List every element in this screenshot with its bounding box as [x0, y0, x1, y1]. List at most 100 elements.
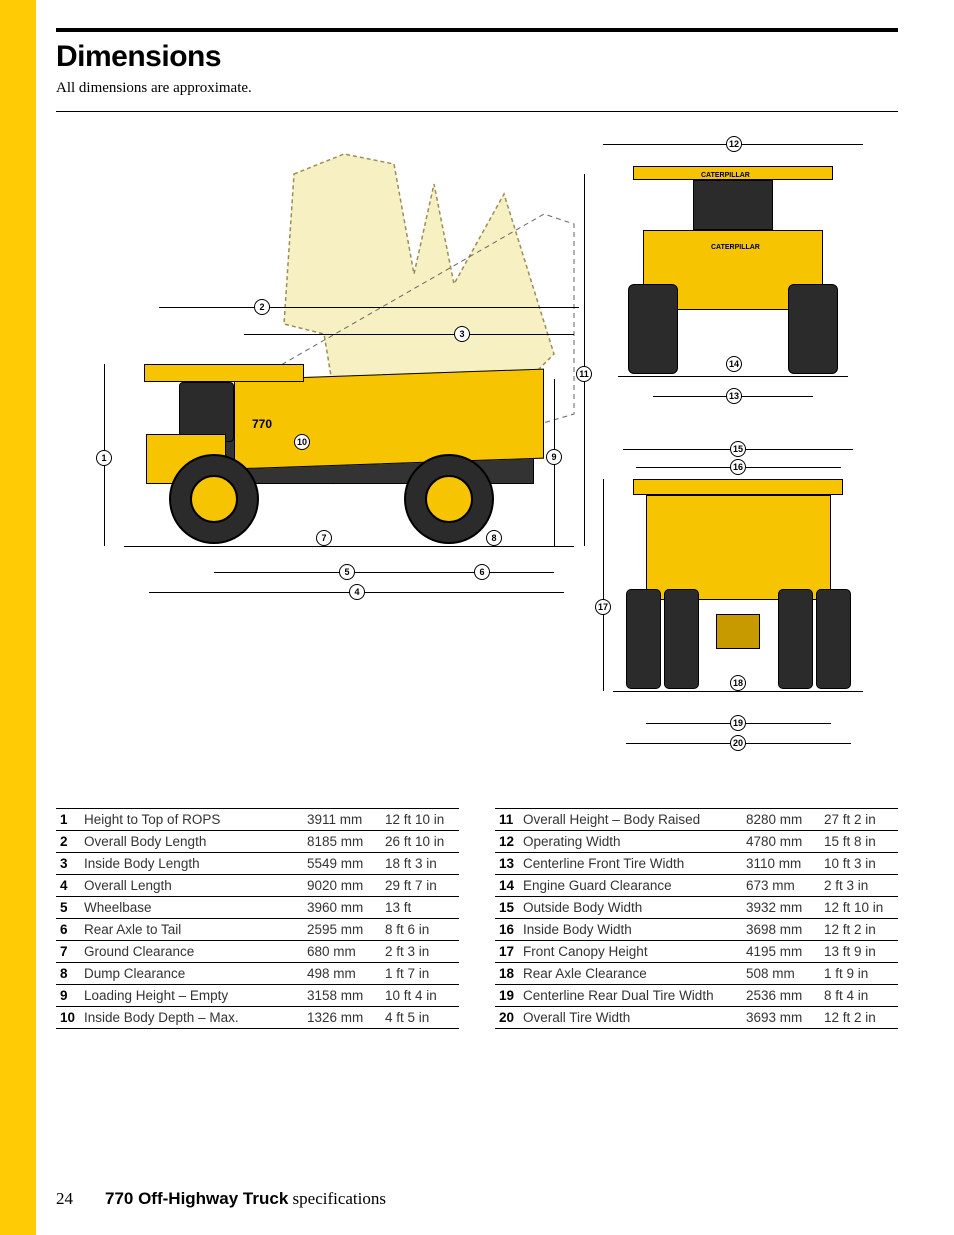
table-row: 13Centerline Front Tire Width3110 mm10 f…: [495, 853, 898, 875]
footer-bold: 770 Off-Highway Truck: [105, 1189, 288, 1208]
row-mm: 3911 mm: [303, 809, 381, 831]
callout-9: 9: [546, 449, 562, 465]
brand-label-2: CATERPILLAR: [711, 244, 760, 251]
table-row: 17Front Canopy Height4195 mm13 ft 9 in: [495, 941, 898, 963]
callout-6: 6: [474, 564, 490, 580]
row-mm: 4780 mm: [742, 831, 820, 853]
callout-5: 5: [339, 564, 355, 580]
row-mm: 9020 mm: [303, 875, 381, 897]
row-mm: 680 mm: [303, 941, 381, 963]
diagram-rear-view: 15 16 17 18 19 20: [598, 439, 878, 774]
row-label: Centerline Rear Dual Tire Width: [519, 985, 742, 1007]
table-row: 6Rear Axle to Tail2595 mm8 ft 6 in: [56, 919, 459, 941]
row-mm: 8185 mm: [303, 831, 381, 853]
row-label: Overall Length: [80, 875, 303, 897]
brand-label-1: CATERPILLAR: [701, 172, 750, 179]
row-num: 9: [56, 985, 80, 1007]
callout-4: 4: [349, 584, 365, 600]
page-content: Dimensions All dimensions are approximat…: [56, 28, 898, 1029]
row-num: 17: [495, 941, 519, 963]
row-num: 10: [56, 1007, 80, 1029]
row-mm: 3110 mm: [742, 853, 820, 875]
row-num: 15: [495, 897, 519, 919]
table-row: 7Ground Clearance680 mm2 ft 3 in: [56, 941, 459, 963]
table-row: 3Inside Body Length5549 mm18 ft 3 in: [56, 853, 459, 875]
table-row: 19Centerline Rear Dual Tire Width2536 mm…: [495, 985, 898, 1007]
row-mm: 3158 mm: [303, 985, 381, 1007]
row-num: 1: [56, 809, 80, 831]
row-ft: 18 ft 3 in: [381, 853, 459, 875]
row-label: Rear Axle to Tail: [80, 919, 303, 941]
row-label: Overall Height – Body Raised: [519, 809, 742, 831]
row-num: 14: [495, 875, 519, 897]
row-mm: 3698 mm: [742, 919, 820, 941]
sidebar-stripe: [0, 0, 36, 1235]
row-num: 6: [56, 919, 80, 941]
row-ft: 10 ft 3 in: [820, 853, 898, 875]
table-row: 5Wheelbase3960 mm13 ft: [56, 897, 459, 919]
top-rule: [56, 28, 898, 32]
row-num: 5: [56, 897, 80, 919]
table-row: 4Overall Length9020 mm29 ft 7 in: [56, 875, 459, 897]
diagram-front-view: 12 CATERPILLAR CATERPILLAR 13 14: [598, 134, 878, 424]
diagram-side-view: 770 2 3 1 11 9 4 5 6 7 8 10: [84, 134, 604, 594]
callout-15: 15: [730, 441, 746, 457]
row-ft: 8 ft 6 in: [381, 919, 459, 941]
row-label: Overall Body Length: [80, 831, 303, 853]
row-label: Inside Body Length: [80, 853, 303, 875]
row-ft: 10 ft 4 in: [381, 985, 459, 1007]
callout-3: 3: [454, 326, 470, 342]
row-label: Dump Clearance: [80, 963, 303, 985]
table-row: 11Overall Height – Body Raised8280 mm27 …: [495, 809, 898, 831]
row-label: Outside Body Width: [519, 897, 742, 919]
row-ft: 15 ft 8 in: [820, 831, 898, 853]
table-left: 1Height to Top of ROPS3911 mm12 ft 10 in…: [56, 808, 459, 1029]
page-number: 24: [56, 1189, 73, 1209]
callout-14: 14: [726, 356, 742, 372]
row-mm: 2595 mm: [303, 919, 381, 941]
row-label: Overall Tire Width: [519, 1007, 742, 1029]
row-mm: 673 mm: [742, 875, 820, 897]
row-label: Ground Clearance: [80, 941, 303, 963]
page-footer: 24 770 Off-Highway Truck specifications: [56, 1189, 386, 1209]
table-right: 11Overall Height – Body Raised8280 mm27 …: [495, 808, 898, 1029]
callout-10: 10: [294, 434, 310, 450]
row-ft: 13 ft: [381, 897, 459, 919]
row-label: Rear Axle Clearance: [519, 963, 742, 985]
callout-19: 19: [730, 715, 746, 731]
row-label: Front Canopy Height: [519, 941, 742, 963]
row-mm: 2536 mm: [742, 985, 820, 1007]
row-label: Centerline Front Tire Width: [519, 853, 742, 875]
page-subtitle: All dimensions are approximate.: [56, 80, 898, 97]
row-num: 16: [495, 919, 519, 941]
callout-17: 17: [595, 599, 611, 615]
callout-12: 12: [726, 136, 742, 152]
row-mm: 3693 mm: [742, 1007, 820, 1029]
row-ft: 29 ft 7 in: [381, 875, 459, 897]
row-ft: 8 ft 4 in: [820, 985, 898, 1007]
table-row: 2Overall Body Length8185 mm26 ft 10 in: [56, 831, 459, 853]
row-label: Engine Guard Clearance: [519, 875, 742, 897]
table-row: 20Overall Tire Width3693 mm12 ft 2 in: [495, 1007, 898, 1029]
row-ft: 13 ft 9 in: [820, 941, 898, 963]
row-num: 8: [56, 963, 80, 985]
row-label: Height to Top of ROPS: [80, 809, 303, 831]
divider-rule: [56, 111, 898, 112]
row-mm: 3960 mm: [303, 897, 381, 919]
callout-18: 18: [730, 675, 746, 691]
row-ft: 26 ft 10 in: [381, 831, 459, 853]
callout-1: 1: [96, 450, 112, 466]
table-row: 14Engine Guard Clearance673 mm2 ft 3 in: [495, 875, 898, 897]
row-ft: 12 ft 2 in: [820, 1007, 898, 1029]
row-num: 13: [495, 853, 519, 875]
row-num: 3: [56, 853, 80, 875]
table-row: 9Loading Height – Empty3158 mm10 ft 4 in: [56, 985, 459, 1007]
row-ft: 1 ft 7 in: [381, 963, 459, 985]
row-label: Loading Height – Empty: [80, 985, 303, 1007]
row-ft: 12 ft 10 in: [381, 809, 459, 831]
row-mm: 3932 mm: [742, 897, 820, 919]
callout-7: 7: [316, 530, 332, 546]
callout-2: 2: [254, 299, 270, 315]
row-num: 7: [56, 941, 80, 963]
dimensions-tables: 1Height to Top of ROPS3911 mm12 ft 10 in…: [56, 808, 898, 1029]
